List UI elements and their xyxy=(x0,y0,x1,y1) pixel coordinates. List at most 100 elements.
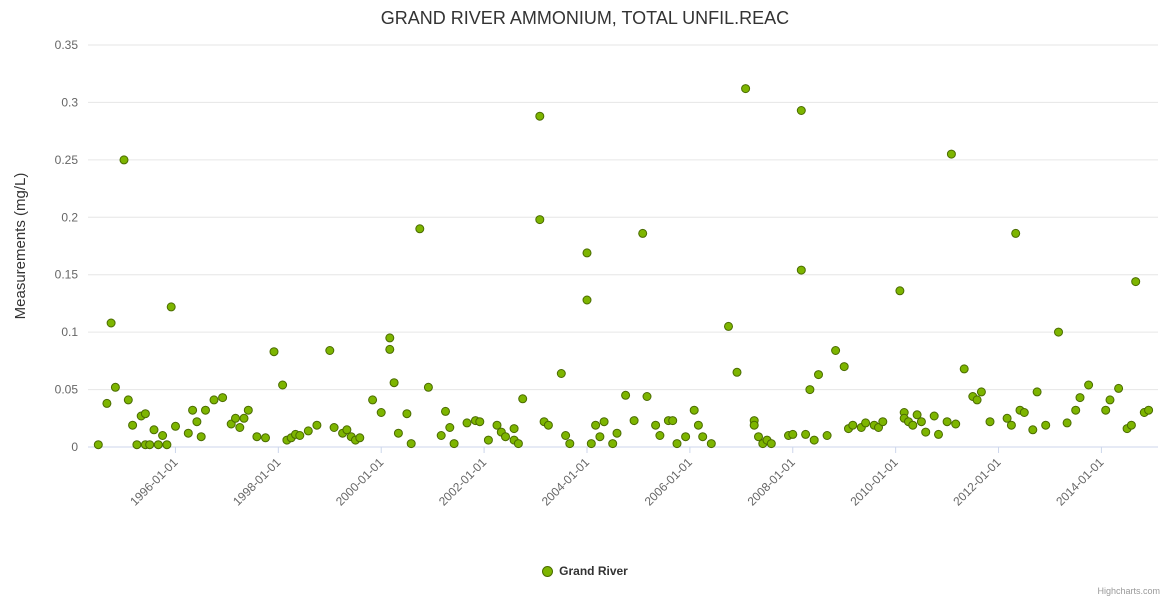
data-point[interactable] xyxy=(235,423,245,432)
data-point[interactable] xyxy=(243,405,253,415)
data-point[interactable] xyxy=(1126,420,1136,430)
data-point[interactable] xyxy=(492,420,502,430)
data-point[interactable] xyxy=(595,432,605,442)
data-point[interactable] xyxy=(642,392,652,401)
data-point[interactable] xyxy=(561,431,571,440)
data-point[interactable] xyxy=(921,427,931,437)
data-point[interactable] xyxy=(908,420,918,430)
data-point[interactable] xyxy=(239,413,249,423)
data-point[interactable] xyxy=(329,423,339,432)
data-point[interactable] xyxy=(166,302,176,312)
data-point[interactable] xyxy=(368,395,378,405)
data-point[interactable] xyxy=(959,364,969,374)
data-point[interactable] xyxy=(754,432,763,442)
data-point[interactable] xyxy=(501,432,510,442)
highcharts-credit[interactable]: Highcharts.com xyxy=(1097,586,1160,596)
data-point[interactable] xyxy=(389,378,399,388)
data-point[interactable] xyxy=(1062,418,1072,428)
data-point[interactable] xyxy=(162,440,172,450)
data-point[interactable] xyxy=(582,295,592,305)
data-point[interactable] xyxy=(706,439,716,449)
data-point[interactable] xyxy=(1131,277,1141,287)
data-point[interactable] xyxy=(916,417,926,427)
data-point[interactable] xyxy=(565,439,575,449)
data-point[interactable] xyxy=(848,420,858,430)
data-point[interactable] xyxy=(423,382,433,392)
data-point[interactable] xyxy=(509,424,519,434)
data-point[interactable] xyxy=(513,439,523,449)
data-point[interactable] xyxy=(942,417,952,427)
data-point[interactable] xyxy=(1011,228,1021,238)
data-point[interactable] xyxy=(788,429,798,439)
data-point[interactable] xyxy=(278,380,288,390)
data-point[interactable] xyxy=(171,421,180,431)
data-point[interactable] xyxy=(809,435,819,445)
data-point[interactable] xyxy=(535,111,545,121)
data-point[interactable] xyxy=(1071,405,1081,415)
data-point[interactable] xyxy=(355,433,365,443)
data-point[interactable] xyxy=(483,435,493,445)
data-point[interactable] xyxy=(209,395,219,405)
data-point[interactable] xyxy=(140,409,150,419)
data-point[interactable] xyxy=(839,362,849,372)
data-point[interactable] xyxy=(972,395,982,405)
data-point[interactable] xyxy=(231,413,240,423)
data-point[interactable] xyxy=(766,439,776,449)
data-point[interactable] xyxy=(102,398,112,408)
data-point[interactable] xyxy=(681,432,691,442)
data-point[interactable] xyxy=(1032,387,1042,397)
data-point[interactable] xyxy=(946,149,956,159)
data-point[interactable] xyxy=(796,106,806,115)
legend-item-grand-river[interactable]: Grand River xyxy=(542,564,628,578)
data-point[interactable] xyxy=(196,432,206,442)
data-point[interactable] xyxy=(188,405,198,415)
data-point[interactable] xyxy=(929,411,939,421)
data-point[interactable] xyxy=(475,417,485,427)
data-point[interactable] xyxy=(261,433,270,443)
data-point[interactable] xyxy=(582,248,592,258)
data-point[interactable] xyxy=(689,405,699,415)
data-point[interactable] xyxy=(741,84,751,94)
data-point[interactable] xyxy=(878,417,888,427)
data-point[interactable] xyxy=(599,417,609,427)
data-point[interactable] xyxy=(153,440,163,450)
data-point[interactable] xyxy=(629,416,639,426)
data-point[interactable] xyxy=(749,420,759,430)
data-point[interactable] xyxy=(535,215,545,225)
data-point[interactable] xyxy=(895,286,905,296)
data-point[interactable] xyxy=(218,393,228,403)
data-point[interactable] xyxy=(556,369,566,378)
data-point[interactable] xyxy=(325,346,335,355)
data-point[interactable] xyxy=(1006,420,1016,430)
data-point[interactable] xyxy=(608,439,618,449)
data-point[interactable] xyxy=(698,432,708,442)
data-point[interactable] xyxy=(586,439,596,449)
data-point[interactable] xyxy=(976,387,986,397)
data-point[interactable] xyxy=(1114,383,1124,393)
data-point[interactable] xyxy=(252,432,262,442)
data-point[interactable] xyxy=(445,423,455,432)
data-point[interactable] xyxy=(861,418,871,428)
data-point[interactable] xyxy=(342,425,352,435)
data-point[interactable] xyxy=(672,439,682,449)
data-point[interactable] xyxy=(376,408,386,417)
data-point[interactable] xyxy=(269,347,279,357)
data-point[interactable] xyxy=(805,385,815,395)
data-point[interactable] xyxy=(621,390,631,400)
data-point[interactable] xyxy=(1075,393,1085,403)
data-point[interactable] xyxy=(668,416,678,426)
data-point[interactable] xyxy=(128,420,138,430)
data-point[interactable] xyxy=(638,228,648,238)
data-point[interactable] xyxy=(192,417,202,427)
data-point[interactable] xyxy=(1101,405,1111,415)
data-point[interactable] xyxy=(201,405,210,415)
data-point[interactable] xyxy=(1028,425,1038,435)
data-point[interactable] xyxy=(158,431,168,440)
data-point[interactable] xyxy=(985,417,995,427)
data-point[interactable] xyxy=(123,395,133,405)
data-point[interactable] xyxy=(801,429,811,439)
data-point[interactable] xyxy=(132,440,142,450)
data-point[interactable] xyxy=(651,420,661,430)
data-point[interactable] xyxy=(183,428,193,438)
data-point[interactable] xyxy=(312,420,322,430)
